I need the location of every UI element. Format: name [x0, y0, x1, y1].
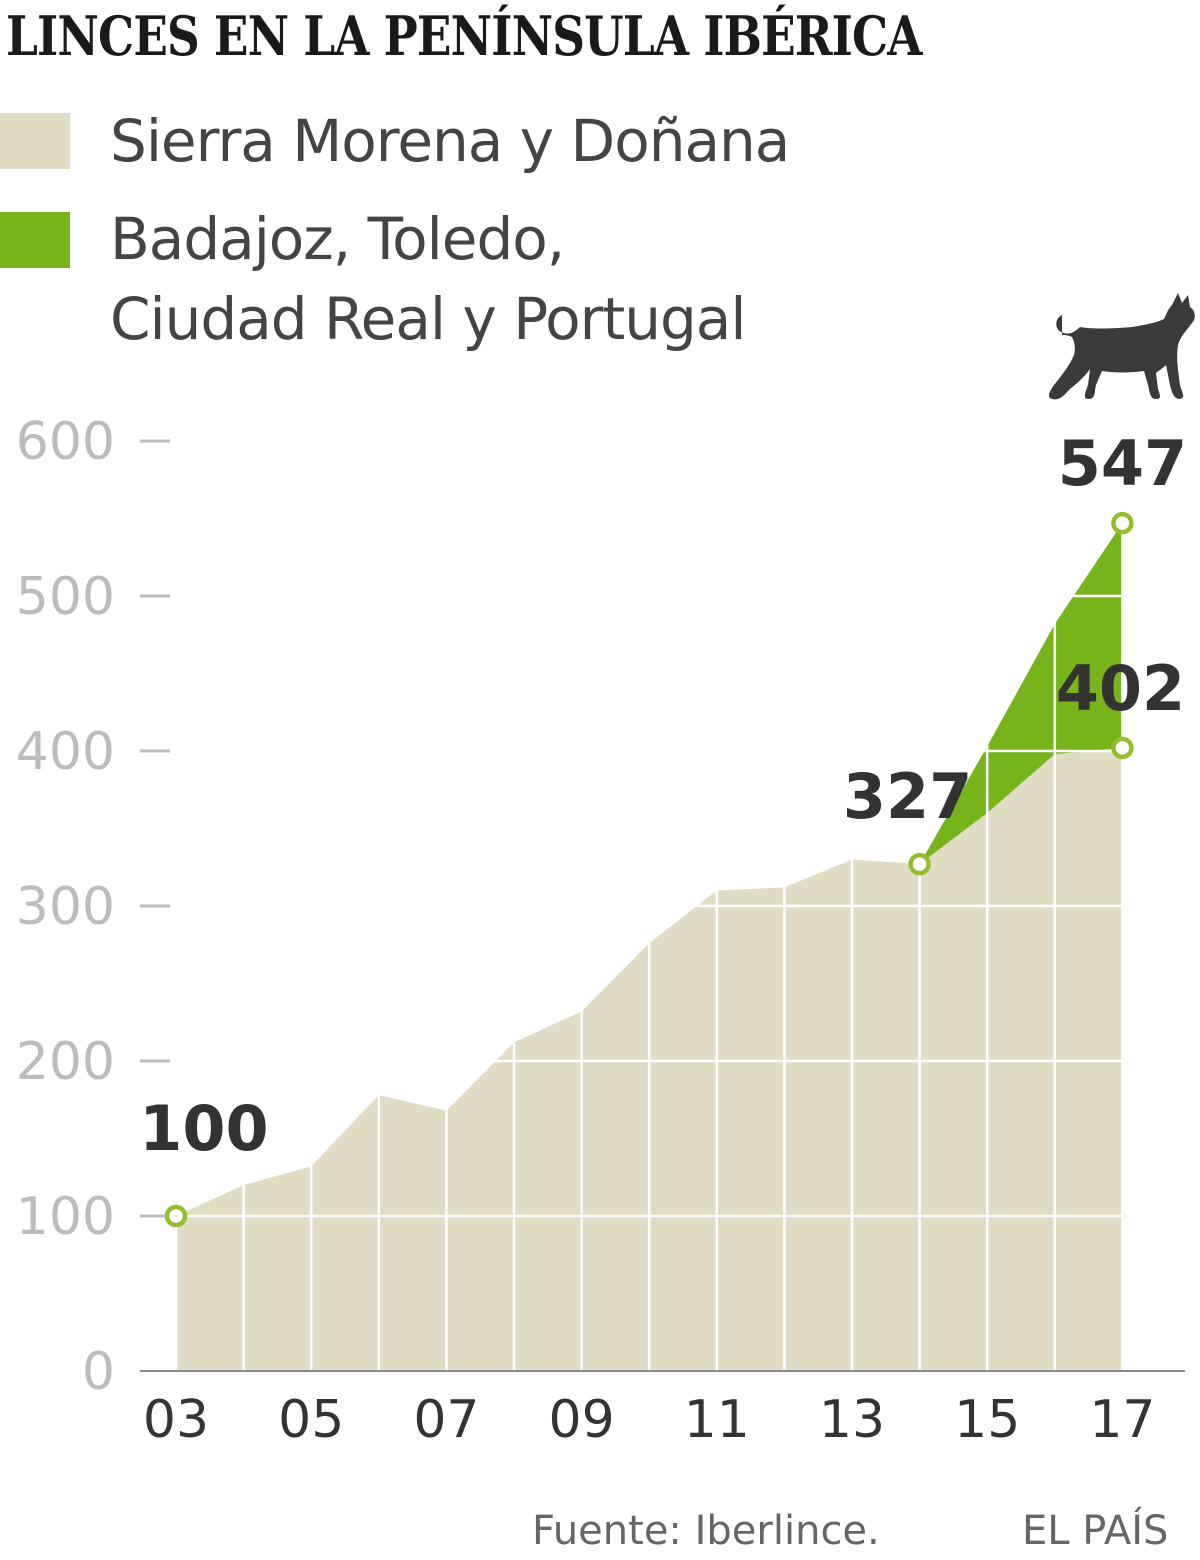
x-tick-label: 17	[1089, 1390, 1155, 1450]
legend-label-badajoz-line2: Ciudad Real y Portugal	[110, 285, 746, 353]
brand-label: EL PAÍS	[1022, 1508, 1169, 1554]
data-label: 327	[843, 760, 972, 833]
x-tick-label: 15	[954, 1390, 1020, 1450]
y-tick-label: 600	[16, 412, 115, 472]
legend-swatch-sierra	[0, 113, 70, 169]
chart-plot: 0 100 200 300 400 500 600 03 05 07 09 11 13 15 17 100 32…	[16, 412, 1187, 1450]
data-point-marker	[1111, 736, 1134, 760]
data-point-marker	[908, 852, 931, 876]
legend-label-badajoz-line1: Badajoz, Toledo,	[110, 205, 565, 273]
lynx-icon	[1048, 293, 1195, 400]
chart-title: LINCES EN LA PENÍNSULA IBÉRICA	[6, 4, 923, 68]
y-tick-label: 400	[16, 722, 115, 782]
data-label: 100	[139, 1092, 268, 1165]
data-point-marker	[164, 1204, 188, 1228]
data-label: 547	[1058, 427, 1187, 500]
x-tick-label: 07	[413, 1390, 479, 1450]
legend-label-sierra: Sierra Morena y Doñana	[110, 107, 790, 175]
source-label: Fuente: Iberlince.	[532, 1508, 880, 1554]
data-point-marker	[1111, 511, 1134, 535]
x-tick-label: 11	[684, 1390, 750, 1450]
y-tick-label: 200	[16, 1032, 115, 1092]
y-tick-label: 500	[16, 567, 115, 627]
y-tick-label: 100	[16, 1187, 115, 1247]
x-tick-label: 09	[549, 1390, 615, 1450]
y-tick-label: 0	[82, 1342, 115, 1402]
y-tick-label: 300	[16, 877, 115, 937]
area-badajoz-toledo	[919, 523, 1123, 865]
x-tick-label: 13	[819, 1390, 885, 1450]
legend-swatch-badajoz	[0, 212, 70, 268]
x-tick-label: 03	[143, 1390, 209, 1450]
data-label: 402	[1056, 652, 1185, 725]
x-tick-label: 05	[278, 1390, 344, 1450]
